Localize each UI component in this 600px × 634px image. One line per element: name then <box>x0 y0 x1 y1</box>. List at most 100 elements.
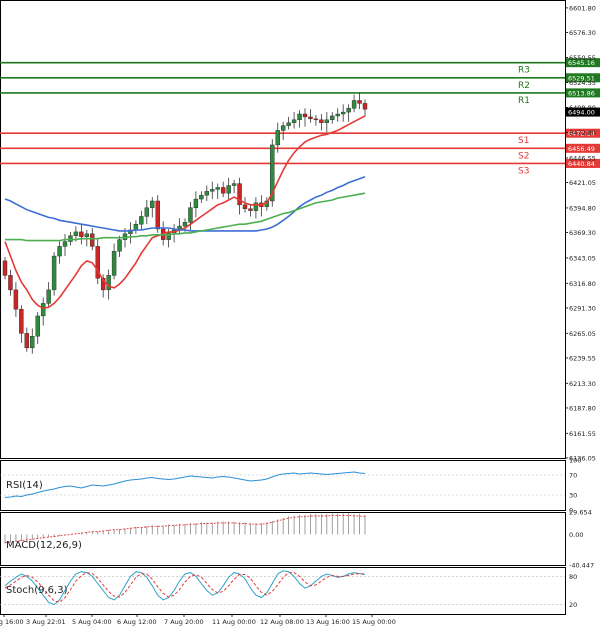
candle-body <box>166 232 171 240</box>
candle-body <box>280 125 286 131</box>
rsi-panel: RSI(14) 100 70 30 0 <box>0 457 581 515</box>
price-tick-label: 6421.05 <box>569 179 596 187</box>
pivot-value-s2: 6456.49 <box>568 145 595 153</box>
current-price-box <box>566 107 600 117</box>
macd-tick-label: -40.447 <box>569 562 594 570</box>
pivot-label-r3: R3 <box>518 66 530 76</box>
macd-panel: MACD(12,26,9) 29.654 0.00 -40.447 <box>4 509 594 570</box>
candle-body <box>362 103 368 110</box>
ma-line-2 <box>4 176 366 232</box>
time-tick-label: 13 Aug 16:00 <box>306 618 350 626</box>
candle-body <box>90 233 95 247</box>
price-tick-label: 6213.30 <box>569 380 596 388</box>
candle-body <box>248 208 253 211</box>
time-tick-label: 6 Aug 12:00 <box>117 618 157 626</box>
price-tick-label: 6524.55 <box>569 79 596 87</box>
candle-body <box>220 187 226 194</box>
rsi-tick-label: 100 <box>569 457 581 465</box>
pivot-label-s2: S2 <box>518 151 529 161</box>
price-tick-label: 6136.05 <box>569 454 596 462</box>
candle-body <box>79 231 84 237</box>
candle-body <box>297 113 302 121</box>
candle-body <box>68 235 73 242</box>
time-tick-label: 15 Aug 00:00 <box>352 618 396 626</box>
candle-body <box>30 336 35 349</box>
candle-body <box>204 191 210 196</box>
pivot-label-s1: S1 <box>518 136 529 146</box>
stoch-panel: Stoch(9,6,3) 80 20 <box>0 570 577 609</box>
time-tick-label: 3 Aug 22:01 <box>26 618 66 626</box>
candle-body <box>144 207 150 217</box>
stoch-tick-label: 20 <box>569 601 577 609</box>
candle-body <box>73 231 79 236</box>
pivot-value-box <box>566 73 600 83</box>
time-tick-label: 12 Aug 08:00 <box>260 618 304 626</box>
candle-body <box>313 118 319 121</box>
price-tick-label: 6472.80 <box>569 129 596 137</box>
candle-body <box>51 255 57 291</box>
candle-body <box>324 119 330 123</box>
candle-body <box>330 115 335 121</box>
pivot-value-r1: 6513.86 <box>568 89 595 97</box>
macd-tick-label: 29.654 <box>569 509 592 517</box>
candle-body <box>182 222 188 227</box>
pivot-label-r2: R2 <box>518 81 530 91</box>
candle-body <box>231 183 237 186</box>
pivot-value-box <box>566 143 600 153</box>
pivot-label-r1: R1 <box>518 96 530 106</box>
price-tick-label: 6369.30 <box>569 229 596 237</box>
ma-line-3 <box>5 192 366 242</box>
candle-body <box>117 239 122 252</box>
pivot-value-r2: 6529.51 <box>568 74 595 82</box>
pivot-value-s1: 6472.14 <box>568 130 595 138</box>
rsi-tick-label: 0 <box>569 507 573 515</box>
candle-body <box>13 289 19 310</box>
candle-body <box>62 241 68 247</box>
moving-averages <box>4 115 366 310</box>
candle-body <box>150 200 155 208</box>
price-tick-label: 6550.55 <box>569 54 596 62</box>
stoch-title: Stoch(9,6,3) <box>6 585 68 596</box>
candle-body <box>210 189 215 192</box>
panel-frames <box>0 0 566 615</box>
candle-body <box>188 207 193 223</box>
panel-border <box>0 460 566 511</box>
price-tick-label: 6601.80 <box>569 4 596 12</box>
panel-border <box>0 512 566 566</box>
price-tick-label: 6187.80 <box>569 404 596 412</box>
candle-body <box>40 303 46 317</box>
candle-body <box>35 315 40 337</box>
candle-body <box>111 251 117 276</box>
price-tick-label: 6316.80 <box>569 280 596 288</box>
pivot-value-s3: 6440.84 <box>568 160 595 168</box>
candle-body <box>100 278 106 291</box>
candle-body <box>193 198 199 208</box>
rsi-tick-label: 70 <box>569 472 577 480</box>
candle-body <box>95 246 100 279</box>
axes: 6601.806576.306550.556524.556498.806472.… <box>0 4 600 626</box>
panel-border <box>0 0 566 459</box>
price-tick-label: 6291.30 <box>569 304 596 312</box>
current-price-label: 6494.00 <box>568 109 595 117</box>
candle-body <box>286 122 291 126</box>
candle-body <box>19 308 24 334</box>
time-tick-label: 11 Aug 00:00 <box>212 618 256 626</box>
time-tick-label: 7 Aug 20:00 <box>164 618 204 626</box>
candle-body <box>335 113 340 117</box>
candle-body <box>253 202 259 211</box>
price-tick-label: 6343.05 <box>569 254 596 262</box>
pivot-value-box <box>566 88 600 98</box>
stoch-line-1 <box>4 570 366 606</box>
price-tick-label: 6265.05 <box>569 330 596 338</box>
candle-body <box>128 229 133 235</box>
candle-body <box>24 333 30 349</box>
pivot-value-r3: 6545.16 <box>568 59 595 67</box>
price-tick-label: 6446.55 <box>569 154 596 162</box>
time-tick-label: 5 Aug 04:00 <box>72 618 112 626</box>
candle-body <box>242 204 248 209</box>
candle-body <box>199 194 204 200</box>
price-tick-label: 6576.30 <box>569 29 596 37</box>
candle-body <box>237 183 242 206</box>
candle-body <box>139 216 144 225</box>
